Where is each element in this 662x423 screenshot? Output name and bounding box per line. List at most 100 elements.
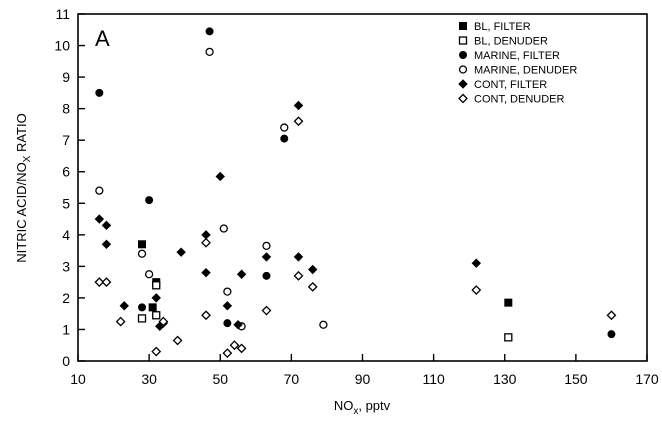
point-cont-denuder (293, 116, 304, 127)
legend-marker-bl-filter (459, 22, 467, 30)
x-tick-label: 30 (141, 371, 157, 387)
point-marine-filter (145, 196, 154, 205)
point-cont-filter (261, 252, 272, 262)
point-cont-denuder (229, 340, 240, 351)
point-marine-filter (262, 271, 271, 280)
legend-marker-cont-filter (458, 79, 468, 89)
point-marine-denuder (223, 287, 232, 296)
point-marine-denuder (95, 186, 104, 195)
point-marine-denuder (280, 123, 289, 132)
point-cont-denuder (172, 335, 183, 346)
point-bl-filter (504, 298, 513, 307)
point-marine-filter (95, 88, 104, 97)
point-cont-filter (293, 100, 304, 111)
point-marine-denuder (262, 241, 271, 251)
point-cont-denuder (261, 305, 272, 316)
point-bl-filter (148, 303, 157, 312)
legend-label: BL, DENUDER (474, 36, 548, 48)
point-cont-filter (176, 247, 186, 257)
point-bl-denuder (152, 311, 161, 320)
legend: BL, FILTER BL, DENUDER MARINE, FILTER MARIN… (458, 21, 577, 106)
x-tick-label: 50 (212, 371, 228, 387)
point-cont-filter (101, 220, 112, 231)
point-marine-filter (607, 330, 616, 339)
panel-label: A (95, 26, 110, 51)
point-cont-denuder (222, 348, 233, 359)
point-cont-filter (233, 320, 243, 330)
point-cont-filter (119, 301, 129, 311)
point-cont-denuder (606, 310, 617, 321)
point-bl-filter (138, 240, 147, 249)
y-tick-label: 10 (54, 38, 70, 54)
point-marine-filter (138, 303, 147, 312)
legend-marker-cont-denuder (458, 93, 468, 104)
legend-label: CONT, DENUDER (474, 94, 565, 106)
y-tick-label: 9 (62, 69, 70, 85)
x-axis-title-main: NO (334, 398, 354, 413)
legend-marker-marine-denuder (458, 65, 468, 74)
point-cont-denuder (158, 316, 169, 327)
y-tick-label: 2 (62, 290, 70, 306)
point-cont-denuder (115, 316, 126, 327)
legend-label: BL, FILTER (474, 21, 531, 33)
point-cont-denuder (201, 237, 211, 248)
y-tick-label: 0 (62, 353, 70, 369)
point-bl-denuder (152, 281, 161, 290)
point-cont-denuder (236, 343, 247, 354)
point-cont-denuder (471, 285, 482, 295)
x-axis: 10 30 50 70 90 110 130 150 170 (70, 354, 659, 387)
x-axis-title-sub: x (353, 406, 358, 417)
x-axis-title: NOx, pptv (334, 398, 391, 417)
x-tick-label: 150 (564, 371, 588, 387)
y-tick-label: 5 (62, 195, 70, 211)
point-bl-denuder (504, 333, 513, 342)
point-cont-filter (215, 171, 225, 182)
y-axis-title: NITRIC ACID/NOX RATIO (14, 113, 33, 262)
point-cont-denuder (94, 277, 105, 288)
point-cont-filter (471, 258, 482, 268)
point-cont-filter (293, 252, 304, 262)
point-marine-denuder (137, 249, 147, 258)
y-tick-label: 11 (55, 6, 70, 22)
point-bl-denuder (137, 314, 147, 323)
point-cont-denuder (201, 310, 211, 321)
y-axis-title-main: NITRIC ACID/NO (14, 162, 29, 262)
legend-label: MARINE, FILTER (474, 50, 560, 62)
point-marine-filter (280, 134, 289, 143)
point-cont-denuder (101, 277, 112, 288)
point-cont-filter (222, 301, 233, 311)
point-marine-denuder (319, 320, 328, 329)
data-points (94, 27, 617, 359)
point-cont-filter (101, 239, 112, 249)
x-tick-label: 110 (422, 371, 445, 387)
x-tick-label: 130 (493, 371, 517, 387)
y-tick-label: 1 (62, 321, 70, 337)
x-tick-label: 10 (70, 371, 86, 387)
y-tick-label: 3 (62, 258, 70, 274)
point-marine-denuder (144, 270, 154, 279)
legend-marker-marine-filter (459, 51, 467, 59)
point-marine-filter (223, 319, 232, 328)
x-tick-label: 90 (355, 371, 371, 387)
point-cont-filter (94, 214, 105, 224)
y-tick-label: 7 (62, 132, 70, 148)
x-axis-title-rest: , pptv (358, 398, 390, 413)
point-cont-filter (308, 264, 318, 275)
x-tick-label: 70 (284, 371, 300, 387)
legend-marker-bl-denuder (458, 36, 468, 45)
y-tick-label: 4 (62, 227, 70, 243)
point-cont-filter (236, 269, 247, 279)
y-axis: 0 1 2 3 4 5 6 7 8 9 10 11 (54, 6, 85, 369)
legend-label: CONT, FILTER (474, 79, 547, 91)
legend-label: MARINE, DENUDER (474, 65, 577, 77)
y-tick-label: 6 (62, 164, 70, 180)
point-cont-filter (201, 230, 211, 240)
point-cont-denuder (293, 270, 304, 281)
point-marine-denuder (205, 47, 214, 57)
point-cont-filter (151, 293, 161, 303)
point-cont-denuder (307, 281, 318, 292)
y-axis-title-rest: RATIO (14, 113, 29, 155)
y-axis-title-sub: X (22, 155, 33, 162)
point-cont-filter (201, 267, 211, 278)
